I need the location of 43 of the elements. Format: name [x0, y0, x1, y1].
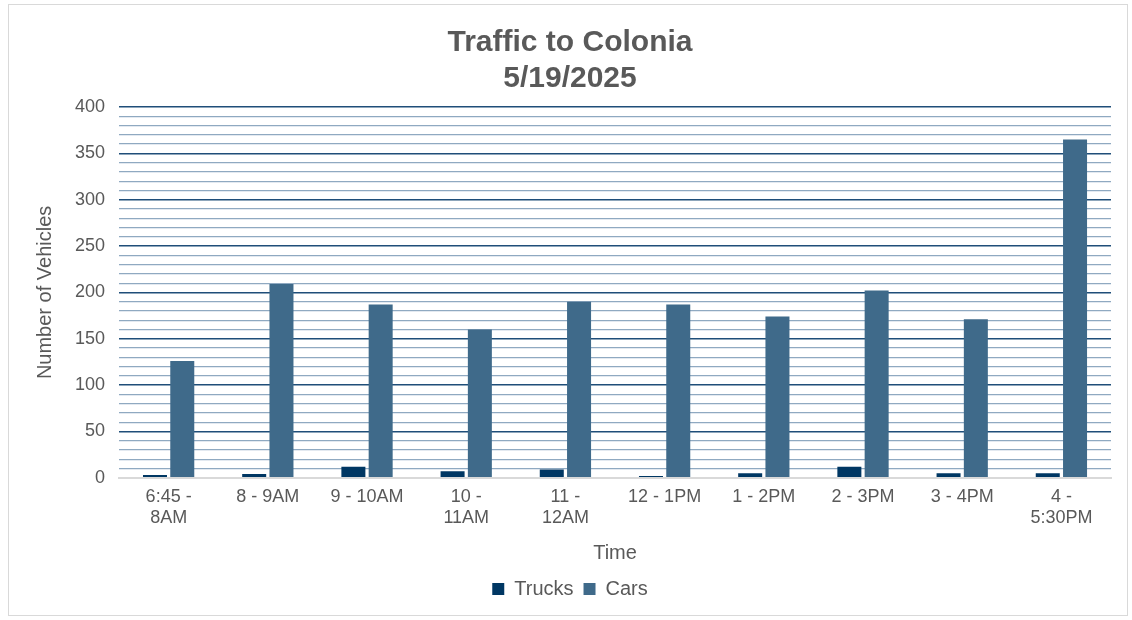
- bar: [1035, 473, 1060, 478]
- bar: [142, 475, 167, 478]
- bar: [666, 304, 691, 478]
- x-tick-label: 8 - 9AM: [236, 485, 300, 506]
- bar: [963, 319, 988, 478]
- x-tick-label: 10 - 11AM: [443, 485, 490, 528]
- x-tick-label: 3 - 4PM: [930, 485, 994, 506]
- y-axis-title: Number of Vehicles: [32, 205, 55, 380]
- y-tick-label: 150: [74, 327, 106, 348]
- y-tick-label: 200: [74, 281, 106, 302]
- bar: [440, 471, 465, 478]
- bar: [269, 284, 294, 478]
- bar: [170, 361, 195, 478]
- x-axis-title: Time: [593, 540, 637, 563]
- bar: [368, 304, 393, 478]
- bar: [242, 474, 267, 478]
- bar: [1063, 139, 1088, 478]
- bar: [864, 290, 889, 478]
- x-tick-label: 9 - 10AM: [330, 485, 404, 506]
- x-tick-label: 11 - 12AM: [541, 485, 589, 528]
- x-tick-label: 6:45 - 8AM: [145, 485, 192, 528]
- bar: [567, 301, 592, 478]
- bar: [765, 316, 790, 478]
- bar: [341, 466, 366, 478]
- bar: [738, 473, 763, 478]
- legend-label: Trucks: [514, 576, 574, 599]
- legend-label: Cars: [605, 576, 648, 599]
- y-tick-label: 400: [74, 95, 106, 116]
- x-tick-label: 1 - 2PM: [732, 485, 796, 506]
- bar: [936, 473, 961, 478]
- y-tick-label: 0: [95, 466, 106, 487]
- x-tick-label: 2 - 3PM: [831, 485, 895, 506]
- y-tick-label: 50: [85, 420, 106, 441]
- x-tick-label: 4 - 5:30PM: [1030, 485, 1093, 528]
- y-tick-label: 250: [74, 235, 106, 256]
- bar: [539, 469, 564, 478]
- chart-title: Traffic to Colonia 5/19/2025: [447, 24, 693, 94]
- y-tick-label: 350: [74, 142, 106, 163]
- y-tick-label: 100: [74, 374, 106, 395]
- bar: [467, 329, 492, 478]
- y-tick-label: 300: [74, 188, 106, 209]
- bar: [837, 466, 862, 478]
- x-tick-label: 12 - 1PM: [628, 485, 702, 506]
